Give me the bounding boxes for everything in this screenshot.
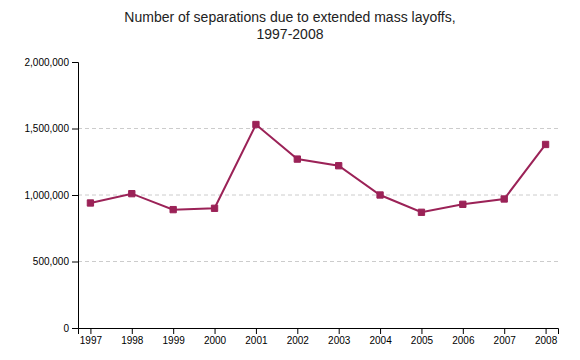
x-tick-label: 1997: [80, 335, 103, 346]
y-tick: 500,000: [33, 256, 78, 267]
grid-line: [78, 195, 558, 196]
x-tick: 2005: [411, 328, 434, 346]
y-tick-label: 1,500,000: [25, 123, 70, 134]
title: Number of separations due to extended ma…: [124, 9, 455, 42]
y-tick-label: 2,000,000: [25, 57, 70, 68]
grid: [78, 129, 558, 262]
x-tick-mark: [297, 328, 298, 334]
marker: [87, 200, 93, 206]
y-tick: 1,000,000: [25, 190, 79, 201]
x-tick: 1999: [163, 328, 186, 346]
x-tick-mark: [256, 328, 257, 334]
x-tick: 2003: [328, 328, 351, 346]
x-tick-label: 2005: [411, 335, 434, 346]
x-tick-label: 2000: [204, 335, 227, 346]
x-tick-mark: [504, 328, 505, 334]
grid-line: [78, 261, 558, 262]
marker: [377, 192, 383, 198]
x-tick: 2007: [494, 328, 517, 346]
x-tick-mark: [132, 328, 133, 334]
x-tick-mark: [546, 328, 547, 334]
chart: Number of separations due to extended ma…: [0, 0, 580, 360]
x-tick-mark: [173, 328, 174, 334]
x-tick-label: 1999: [163, 335, 186, 346]
y-tick: 1,500,000: [25, 123, 79, 134]
y-tick-label: 0: [63, 323, 69, 334]
line: [90, 125, 545, 213]
marks: [87, 121, 548, 215]
x-tick-label: 2008: [535, 335, 558, 346]
marker: [418, 209, 424, 215]
marker: [336, 163, 342, 169]
title-line: 1997-2008: [257, 26, 324, 42]
x-tick-mark: [463, 328, 464, 334]
y-tick-mark: [72, 262, 78, 263]
x-tick: 2004: [369, 328, 392, 346]
x-tick-label: 2002: [287, 335, 310, 346]
marker: [460, 201, 466, 207]
y-axis-line: [72, 63, 79, 329]
x-tick: 2001: [245, 328, 268, 346]
marker: [211, 205, 217, 211]
y-tick: 2,000,000: [25, 57, 79, 68]
x-tick-mark: [215, 328, 216, 334]
y-tick-label: 1,000,000: [25, 190, 70, 201]
x-tick-mark: [421, 328, 422, 334]
x-tick-label: 2004: [369, 335, 392, 346]
x-tick-mark: [380, 328, 381, 334]
x-tick: 2008: [535, 328, 558, 346]
x-axis-line: [79, 329, 559, 335]
x-tick: 2000: [204, 328, 227, 346]
marker: [129, 191, 135, 197]
grid-line: [78, 128, 558, 129]
x-tick: 2002: [287, 328, 310, 346]
y-tick-mark: [72, 62, 78, 63]
x-tick-label: 1998: [121, 335, 144, 346]
marker: [542, 141, 548, 147]
x-tick: 1998: [121, 328, 144, 346]
x-tick: 2006: [452, 328, 475, 346]
y-tick: 0: [63, 323, 78, 334]
plot: 1997 1998 1999 2000 2001 2002 2003 2004 2005 2006…: [25, 57, 559, 346]
title-line: Number of separations due to extended ma…: [124, 9, 455, 25]
x-tick-label: 2003: [328, 335, 351, 346]
x-tick: 1997: [80, 328, 103, 346]
y-tick-mark: [72, 129, 78, 130]
marker: [170, 206, 176, 212]
marker: [501, 196, 507, 202]
y-tick-label: 500,000: [33, 256, 70, 267]
x-tick-label: 2007: [494, 335, 517, 346]
x-tick-mark: [339, 328, 340, 334]
y-tick-mark: [72, 195, 78, 196]
marker: [294, 156, 300, 162]
marker: [253, 121, 259, 127]
x-axis: 1997 1998 1999 2000 2001 2002 2003 2004 2005 2006…: [79, 328, 559, 346]
x-tick-mark: [90, 328, 91, 334]
x-tick-label: 2001: [245, 335, 268, 346]
x-tick-label: 2006: [452, 335, 475, 346]
y-axis: 0 500,000 1,000,000 1,500,000 2,000,000: [25, 57, 79, 334]
y-tick-mark: [72, 328, 78, 329]
